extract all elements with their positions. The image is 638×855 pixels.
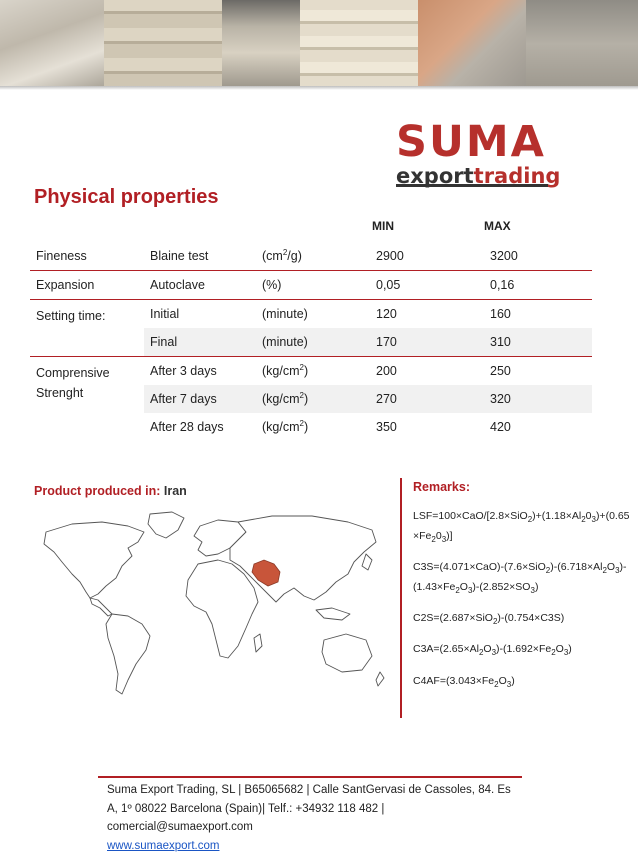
column-header-min: MIN bbox=[372, 219, 394, 233]
remarks-divider bbox=[400, 478, 402, 718]
map-south-america bbox=[106, 614, 150, 694]
map-japan bbox=[362, 554, 372, 570]
table-row-setting-initial: Setting time: Initial (minute) 120 160 bbox=[30, 300, 592, 329]
logo-text-suma: SUMA bbox=[396, 120, 556, 164]
cell-min: 170 bbox=[370, 328, 484, 357]
footer-email: comercial@sumaexport.com bbox=[107, 818, 527, 837]
column-header-max: MAX bbox=[484, 219, 511, 233]
map-australia bbox=[322, 634, 372, 672]
cell-min: 270 bbox=[370, 385, 484, 413]
cell-unit: (kg/cm2) bbox=[256, 357, 370, 386]
banner-photo-tiles bbox=[418, 0, 526, 88]
formula-c2s: C2S=(2.687×SiO2)-(0.754×C3S) bbox=[413, 610, 635, 630]
world-map bbox=[32, 508, 392, 718]
cell-max: 160 bbox=[484, 300, 592, 329]
cell-min: 2900 bbox=[370, 242, 484, 271]
photo-banner bbox=[0, 0, 638, 88]
banner-shadow bbox=[0, 86, 638, 90]
cell-test: Final bbox=[144, 328, 256, 357]
cell-min: 200 bbox=[370, 357, 484, 386]
cell-max: 3200 bbox=[484, 242, 592, 271]
cell-max: 320 bbox=[484, 385, 592, 413]
cell-max: 250 bbox=[484, 357, 592, 386]
formula-lsf: LSF=100×CaO/[2.8×SiO2)+(1.18×Al203)+(0.6… bbox=[413, 508, 635, 548]
table-row-expansion: Expansion Autoclave (%) 0,05 0,16 bbox=[30, 271, 592, 300]
section-title: Physical properties bbox=[34, 186, 219, 209]
cell-unit: (cm2/g) bbox=[256, 242, 370, 271]
product-origin-country: Iran bbox=[164, 484, 187, 498]
formula-c3a: C3A=(2.65×Al2O3)-(1.692×Fe2O3) bbox=[413, 641, 635, 661]
cell-unit: (%) bbox=[256, 271, 370, 300]
footer: Suma Export Trading, SL | B65065682 | Ca… bbox=[107, 781, 527, 855]
footer-address-line: A, 1º 08022 Barcelona (Spain)| Telf.: +3… bbox=[107, 800, 527, 819]
footer-company-line: Suma Export Trading, SL | B65065682 | Ca… bbox=[107, 781, 527, 800]
cell-property-name: Fineness bbox=[30, 242, 144, 271]
cell-max: 310 bbox=[484, 328, 592, 357]
remarks-formulas: LSF=100×CaO/[2.8×SiO2)+(1.18×Al203)+(0.6… bbox=[413, 508, 635, 704]
cell-unit: (minute) bbox=[256, 300, 370, 329]
cell-test: Initial bbox=[144, 300, 256, 329]
product-origin-colon: : bbox=[156, 484, 164, 498]
map-new-zealand bbox=[376, 672, 384, 686]
map-madagascar bbox=[254, 634, 262, 652]
map-central-america bbox=[90, 598, 112, 616]
company-logo: SUMA exporttrading bbox=[396, 120, 556, 192]
cell-property-name: Setting time: bbox=[30, 300, 144, 357]
formula-c3s: C3S=(4.071×CaO)-(7.6×SiO2)-(6.718×Al2O3)… bbox=[413, 559, 635, 599]
cell-max: 420 bbox=[484, 413, 592, 441]
product-origin: Product produced in: Iran bbox=[34, 484, 187, 498]
map-africa bbox=[186, 560, 258, 658]
logo-underline bbox=[396, 184, 548, 187]
remarks-title: Remarks: bbox=[413, 480, 470, 494]
cell-unit: (minute) bbox=[256, 328, 370, 357]
properties-table: Fineness Blaine test (cm2/g) 2900 3200 E… bbox=[30, 242, 592, 441]
banner-photo-cement-powder bbox=[0, 0, 104, 88]
cell-test: Blaine test bbox=[144, 242, 256, 271]
cell-max: 0,16 bbox=[484, 271, 592, 300]
cell-min: 350 bbox=[370, 413, 484, 441]
cell-test: After 7 days bbox=[144, 385, 256, 413]
map-indonesia bbox=[316, 608, 350, 620]
cell-min: 0,05 bbox=[370, 271, 484, 300]
banner-photo-bags-stack bbox=[222, 0, 300, 88]
product-origin-label: Product produced in bbox=[34, 484, 156, 498]
map-greenland bbox=[148, 512, 184, 538]
cell-test: Autoclave bbox=[144, 271, 256, 300]
cell-test: After 28 days bbox=[144, 413, 256, 441]
cell-unit: (kg/cm2) bbox=[256, 385, 370, 413]
banner-photo-concrete bbox=[526, 0, 638, 88]
footer-divider bbox=[98, 776, 522, 778]
cell-property-name: Expansion bbox=[30, 271, 144, 300]
map-north-america bbox=[44, 522, 144, 598]
table-row-fineness: Fineness Blaine test (cm2/g) 2900 3200 bbox=[30, 242, 592, 271]
banner-photo-cement-bags bbox=[104, 0, 222, 88]
banner-photo-bags-pile bbox=[300, 0, 418, 88]
formula-c4af: C4AF=(3.043×Fe2O3) bbox=[413, 673, 635, 693]
cell-min: 120 bbox=[370, 300, 484, 329]
cell-unit: (kg/cm2) bbox=[256, 413, 370, 441]
footer-website-link[interactable]: www.sumaexport.com bbox=[107, 837, 527, 855]
cell-test: After 3 days bbox=[144, 357, 256, 386]
